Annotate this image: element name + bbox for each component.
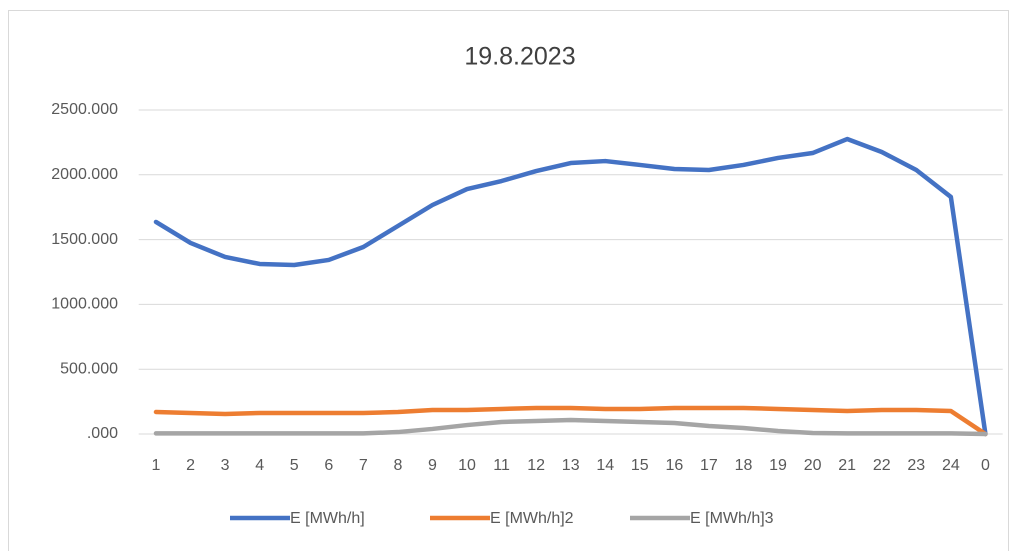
series-line <box>153 405 988 437</box>
x-tick-label: 17 <box>700 457 718 474</box>
x-tick-label: 11 <box>493 457 510 474</box>
x-tick-label: 14 <box>596 457 614 474</box>
x-tick-label: 9 <box>428 457 437 474</box>
x-tick-label: 18 <box>735 457 753 474</box>
x-tick-label: 19 <box>769 457 787 474</box>
x-tick-label: 1 <box>152 457 161 474</box>
x-tick-label: 0 <box>981 457 990 474</box>
legend-label: E [MWh/h]3 <box>690 510 774 527</box>
legend-label: E [MWh/h] <box>290 510 365 527</box>
x-tick-label: 23 <box>907 457 925 474</box>
x-tick-label: 4 <box>255 457 264 474</box>
x-tick-label: 24 <box>942 457 960 474</box>
x-tick-label: 6 <box>324 457 333 474</box>
y-tick-label: 2000.000 <box>51 166 118 183</box>
x-tick-label: 22 <box>873 457 891 474</box>
x-tick-label: 8 <box>393 457 402 474</box>
x-tick-label: 13 <box>562 457 580 474</box>
x-tick-label: 20 <box>804 457 822 474</box>
x-tick-label: 5 <box>290 457 299 474</box>
series-line <box>153 417 988 437</box>
y-tick-label: 1500.000 <box>51 231 118 248</box>
y-tick-label: 1000.000 <box>51 296 118 313</box>
x-tick-label: 10 <box>458 457 476 474</box>
x-tick-label: 21 <box>838 457 856 474</box>
chart-border <box>8 10 1009 551</box>
series-line <box>153 136 988 437</box>
x-tick-label: 3 <box>221 457 230 474</box>
x-tick-label: 2 <box>186 457 195 474</box>
y-tick-label: 500.000 <box>60 360 118 377</box>
x-tick-label: 7 <box>359 457 368 474</box>
x-tick-label: 15 <box>631 457 649 474</box>
y-tick-label: .000 <box>87 425 118 442</box>
chart-title: 19.8.2023 <box>464 43 575 71</box>
legend-label: E [MWh/h]2 <box>490 510 574 527</box>
y-tick-label: 2500.000 <box>51 101 118 118</box>
x-tick-label: 16 <box>665 457 683 474</box>
x-tick-label: 12 <box>527 457 545 474</box>
